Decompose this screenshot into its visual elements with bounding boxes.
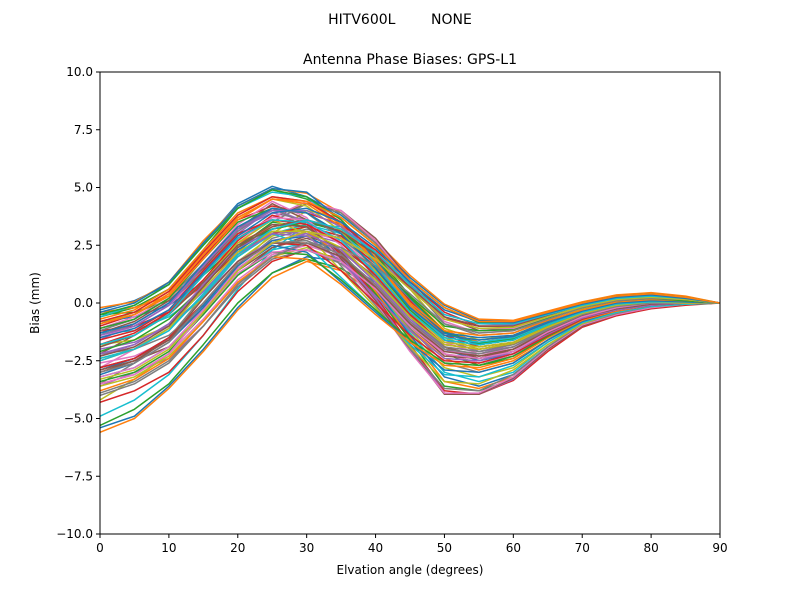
x-tick-label: 10 (161, 541, 176, 555)
y-tick-label: −5.0 (64, 412, 93, 426)
x-axis-label: Elvation angle (degrees) (337, 563, 484, 577)
y-tick-label: −10.0 (56, 527, 93, 541)
x-tick-label: 40 (368, 541, 383, 555)
y-axis-label: Bias (mm) (28, 272, 42, 334)
y-tick-label: −2.5 (64, 354, 93, 368)
y-tick-label: 7.5 (74, 123, 93, 137)
x-tick-label: 20 (230, 541, 245, 555)
chart-suptitle: HITV600L NONE (328, 12, 472, 28)
series-line-az-005 (100, 187, 720, 322)
series-line-az-290 (100, 230, 720, 360)
y-tick-label: 5.0 (74, 181, 93, 195)
y-tick-label: 10.0 (66, 65, 93, 79)
x-tick-label: 0 (96, 541, 104, 555)
y-tick-label: 2.5 (74, 238, 93, 252)
series-group (100, 185, 720, 434)
series-line-az-350 (100, 207, 720, 339)
x-tick-label: 90 (712, 541, 727, 555)
y-tick-label: 0.0 (74, 296, 93, 310)
y-tick-label: −7.5 (64, 469, 93, 483)
x-tick-label: 30 (299, 541, 314, 555)
series-line-az-285 (100, 239, 720, 374)
x-tick-label: 80 (643, 541, 658, 555)
x-tick-label: 60 (506, 541, 521, 555)
x-axis-ticks: 0 10 20 30 40 50 60 70 80 90 (96, 534, 728, 555)
series-line-az-355 (100, 198, 720, 325)
y-axis-ticks: −10.0 −7.5 −5.0 −2.5 0.0 2.5 5.0 7.5 10.0 (56, 65, 100, 541)
series-line-az-220 (100, 232, 720, 362)
chart-title: Antenna Phase Biases: GPS-L1 (303, 52, 517, 68)
plot-area: 0 10 20 30 40 50 60 70 80 90 −10.0 −7.5 −5.0 −2.5 0.0… (56, 65, 727, 555)
x-tick-label: 50 (437, 541, 452, 555)
x-tick-label: 70 (575, 541, 590, 555)
series-line-az-195 (100, 232, 720, 378)
series-line-az-335 (100, 242, 720, 397)
series-line-az-340 (100, 230, 720, 380)
series-line-az-205 (100, 256, 720, 392)
series-line-az-295 (100, 219, 720, 346)
series-line-az-300 (100, 207, 720, 341)
series-line-az-305 (100, 198, 720, 337)
series-line-az-345 (100, 219, 720, 360)
